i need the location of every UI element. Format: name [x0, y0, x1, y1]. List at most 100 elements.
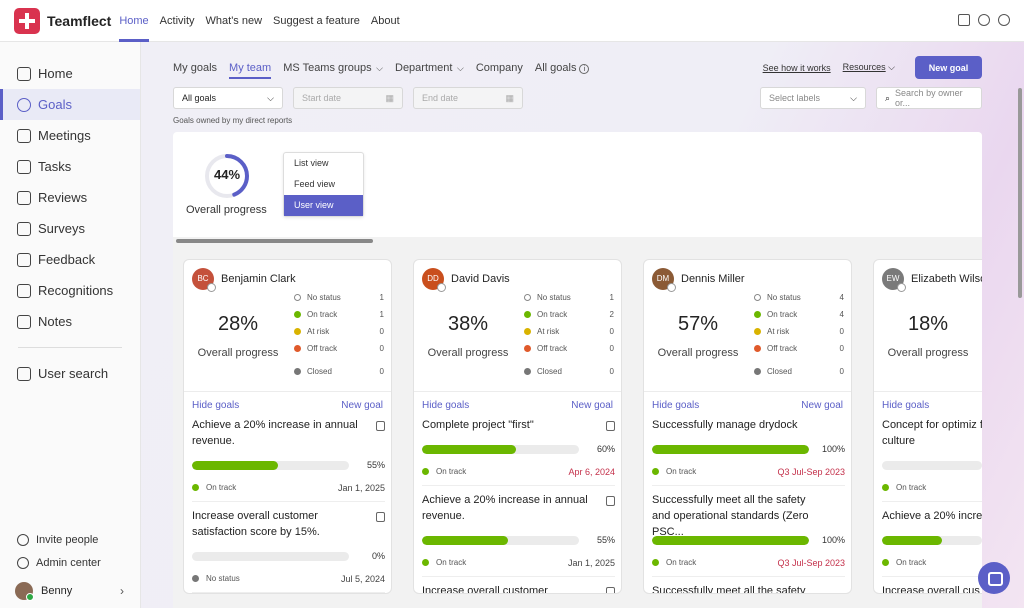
status-dot-icon [192, 484, 199, 491]
status-dot-icon [652, 559, 659, 566]
status-dot-icon [192, 575, 199, 582]
goals-filter-select[interactable]: All goals ⌵ [173, 87, 283, 109]
user-progress-value: 38% [447, 313, 489, 335]
goal-item[interactable]: Successfully manage drydock [652, 417, 845, 433]
user-progress-label: Overall progress [427, 347, 509, 359]
goal-progress-fill [422, 445, 517, 454]
goal-title: Increase overall customer satisfaction s… [192, 510, 320, 538]
goal-item[interactable]: Increase overall customer satisfaction s… [422, 583, 615, 593]
labels-select[interactable]: Select labels ⌵ [760, 87, 866, 109]
status-dot-icon [524, 311, 531, 318]
goal-item[interactable]: Achieve a 20% increase in annual revenue… [422, 492, 615, 524]
new-goal-button[interactable]: New goal [915, 56, 982, 79]
sidebar-item-goals[interactable]: Goals [0, 89, 140, 120]
tab-my-goals[interactable]: My goals [173, 62, 218, 74]
user-menu[interactable]: Benny › [0, 574, 140, 608]
goal-item[interactable]: Increase overall customer satisfaction s… [192, 508, 385, 540]
see-how-it-works-link[interactable]: See how it works [762, 62, 831, 73]
goal-item[interactable]: Successfully meet all the safety and ope… [652, 583, 845, 594]
refresh-icon[interactable] [978, 14, 990, 26]
goal-item[interactable]: Achieve a 20% incre revenue. [882, 508, 982, 524]
align-goal-icon[interactable] [376, 512, 385, 522]
user-name[interactable]: Dennis Miller [681, 273, 745, 285]
goal-title: Successfully manage drydock [652, 419, 798, 431]
chat-button[interactable] [978, 562, 1010, 594]
goal-title: Successfully meet all the safety and ope… [652, 494, 809, 538]
admin-center-link[interactable]: Admin center [0, 551, 140, 574]
start-date-input[interactable]: Start date ▦ [293, 87, 403, 109]
calendar-icon: ▦ [385, 92, 394, 103]
hide-goals-link[interactable]: Hide goals [882, 400, 930, 411]
goal-progress [882, 536, 982, 548]
goal-item[interactable]: Complete project "first" [422, 417, 615, 433]
user-search-icon [17, 366, 31, 381]
align-goal-icon[interactable] [376, 421, 385, 431]
sidebar-item-recognitions[interactable]: Recognitions [0, 275, 140, 306]
goal-item[interactable]: Successfully meet all the safety and ope… [652, 492, 845, 538]
goal-title: Successfully meet all the safety and ope… [652, 585, 806, 594]
goal-progress-bar [652, 445, 809, 454]
topnav-about[interactable]: About [370, 14, 400, 27]
list-view-option[interactable]: List view [294, 158, 329, 168]
status-dot-icon [754, 368, 761, 375]
align-goal-icon[interactable] [606, 587, 615, 593]
resources-dropdown[interactable]: Resources ⌵ [842, 62, 895, 72]
goal-progress: 55% [192, 460, 385, 473]
home-icon [17, 66, 31, 81]
user-progress-value: 57% [677, 313, 719, 335]
topnav-suggest-feature[interactable]: Suggest a feature [273, 14, 360, 27]
checkbox-icon [17, 159, 31, 174]
search-icon: ⌕ [885, 92, 891, 103]
tab-ms-teams-groups[interactable]: MS Teams groups ⌵ [283, 62, 383, 74]
sidebar-item-user-search[interactable]: User search [0, 358, 140, 389]
topnav-whats-new[interactable]: What's new [205, 14, 263, 27]
align-goal-icon[interactable] [606, 421, 615, 431]
status-count-row: No status 1 [294, 293, 384, 302]
sidebar-item-feedback[interactable]: Feedback [0, 244, 140, 275]
end-date-input[interactable]: End date ▦ [413, 87, 523, 109]
hide-goals-link[interactable]: Hide goals [422, 400, 470, 411]
hide-goals-link[interactable]: Hide goals [192, 400, 240, 411]
user-name[interactable]: Benjamin Clark [221, 273, 296, 285]
owner-search-input[interactable]: ⌕ Search by owner or... [876, 87, 982, 109]
sidebar-item-tasks[interactable]: Tasks [0, 151, 140, 182]
tab-all-goals[interactable]: All goals i [535, 62, 590, 79]
hide-goals-link[interactable]: Hide goals [652, 400, 700, 411]
user-name[interactable]: David Davis [451, 273, 510, 285]
sidebar-item-surveys[interactable]: Surveys [0, 213, 140, 244]
topnav-home[interactable]: Home [119, 0, 150, 42]
tab-department[interactable]: Department ⌵ [395, 62, 464, 74]
goal-progress [882, 461, 982, 473]
vertical-scrollbar[interactable] [1018, 88, 1022, 298]
new-goal-link[interactable]: New goal [571, 400, 613, 411]
sidebar-item-meetings[interactable]: Meetings [0, 120, 140, 151]
tab-company[interactable]: Company [475, 62, 523, 74]
goal-meta: On track Apr 6, 2024 [422, 467, 615, 479]
goal-divider [192, 501, 385, 502]
align-goal-icon[interactable] [606, 496, 615, 506]
tab-my-team[interactable]: My team [229, 62, 272, 79]
goal-item[interactable]: Concept for optimiz feedback culture [882, 417, 982, 449]
status-count-row: On track 4 [754, 310, 844, 319]
open-external-icon[interactable] [958, 14, 970, 26]
globe-icon[interactable] [998, 14, 1010, 26]
user-view-option[interactable]: User view [284, 195, 363, 216]
top-nav: Home Activity What's new Suggest a featu… [119, 0, 410, 42]
goal-item[interactable]: Increase overall cus [882, 583, 982, 593]
chevron-down-icon: ⌵ [267, 92, 274, 103]
goal-due-date: Q3 Jul-Sep 2023 [777, 467, 845, 477]
feed-view-option[interactable]: Feed view [294, 179, 336, 189]
chevron-down-icon: ⌵ [454, 63, 464, 73]
invite-people-link[interactable]: Invite people [0, 528, 140, 551]
sidebar-item-home[interactable]: Home [0, 58, 140, 89]
user-name[interactable]: Elizabeth Wilso [911, 273, 982, 285]
new-goal-link[interactable]: New goal [801, 400, 843, 411]
horizontal-scrollbar[interactable] [176, 239, 373, 243]
goal-due-date: Apr 6, 2024 [568, 467, 615, 477]
sidebar-item-notes[interactable]: Notes [0, 306, 140, 337]
topnav-activity[interactable]: Activity [159, 14, 195, 27]
goal-item[interactable]: Achieve a 20% increase in annual revenue… [192, 417, 385, 449]
sidebar-item-reviews[interactable]: Reviews [0, 182, 140, 213]
new-goal-link[interactable]: New goal [341, 400, 383, 411]
goal-title: Achieve a 20% incre revenue. [882, 510, 982, 522]
